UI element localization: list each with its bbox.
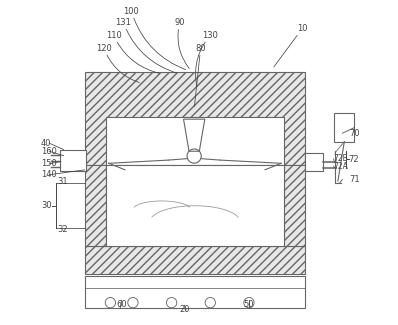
Text: 110: 110	[106, 31, 159, 73]
Text: 131: 131	[115, 18, 177, 73]
Text: 31: 31	[57, 177, 68, 186]
Bar	[85, 276, 305, 308]
Text: 160: 160	[41, 147, 57, 156]
Bar	[105, 117, 285, 165]
Text: 72A: 72A	[334, 162, 349, 171]
Text: 60: 60	[116, 300, 127, 309]
Bar	[85, 165, 105, 246]
Bar	[305, 153, 323, 172]
Text: 20: 20	[179, 305, 190, 314]
Text: 50: 50	[244, 300, 254, 309]
Text: 40: 40	[41, 139, 52, 148]
Text: 30: 30	[41, 201, 52, 210]
Bar	[285, 165, 305, 246]
Text: 140: 140	[41, 170, 57, 179]
Text: 72: 72	[348, 155, 359, 164]
Text: 130: 130	[195, 31, 218, 86]
Text: 120: 120	[96, 44, 139, 83]
Bar	[60, 150, 86, 172]
Bar	[334, 113, 354, 142]
Text: 32: 32	[57, 226, 68, 235]
Text: 70: 70	[349, 129, 359, 138]
Polygon shape	[183, 119, 205, 151]
Text: 100: 100	[123, 6, 186, 70]
Text: 72B: 72B	[334, 154, 348, 163]
Bar	[105, 165, 285, 246]
Text: 150: 150	[41, 159, 57, 168]
Text: 90: 90	[174, 18, 189, 69]
Bar	[85, 72, 305, 165]
Bar	[85, 246, 305, 274]
Text: 71: 71	[349, 175, 359, 184]
Text: 80: 80	[195, 44, 206, 107]
Text: 10: 10	[274, 24, 307, 67]
